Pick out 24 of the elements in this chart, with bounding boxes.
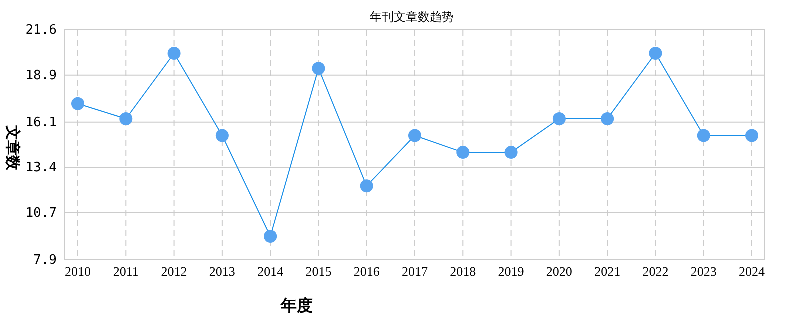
x-tick-label: 2010 — [65, 264, 91, 279]
x-tick-label: 2018 — [450, 264, 476, 279]
x-tick-label: 2012 — [161, 264, 188, 279]
x-tick-label: 2020 — [546, 264, 572, 279]
chart-title: 年刊文章数趋势 — [370, 10, 454, 24]
y-tick-label: 13.4 — [26, 160, 58, 176]
x-tick-label: 2015 — [306, 264, 332, 279]
x-tick-label: 2022 — [642, 264, 669, 279]
y-tick-label: 18.9 — [26, 68, 57, 84]
x-tick-label: 2019 — [498, 264, 524, 279]
y-tick-label: 7.9 — [34, 253, 57, 268]
x-axis-title: 年度 — [280, 296, 313, 315]
x-tick-label: 2011 — [113, 264, 139, 279]
x-tick-label: 2013 — [209, 264, 236, 279]
y-tick-label: 10.7 — [26, 206, 57, 221]
x-tick-label: 2016 — [354, 264, 380, 279]
x-tick-label: 2014 — [258, 264, 284, 279]
x-tick-label: 2023 — [690, 264, 717, 279]
x-tick-label: 2024 — [739, 264, 766, 279]
y-axis-title: 文章数 — [4, 124, 22, 172]
y-tick-label: 21.6 — [26, 23, 57, 38]
x-tick-label: 2017 — [402, 264, 428, 279]
x-tick-label: 2021 — [594, 264, 621, 279]
y-tick-label: 16.1 — [26, 115, 57, 130]
